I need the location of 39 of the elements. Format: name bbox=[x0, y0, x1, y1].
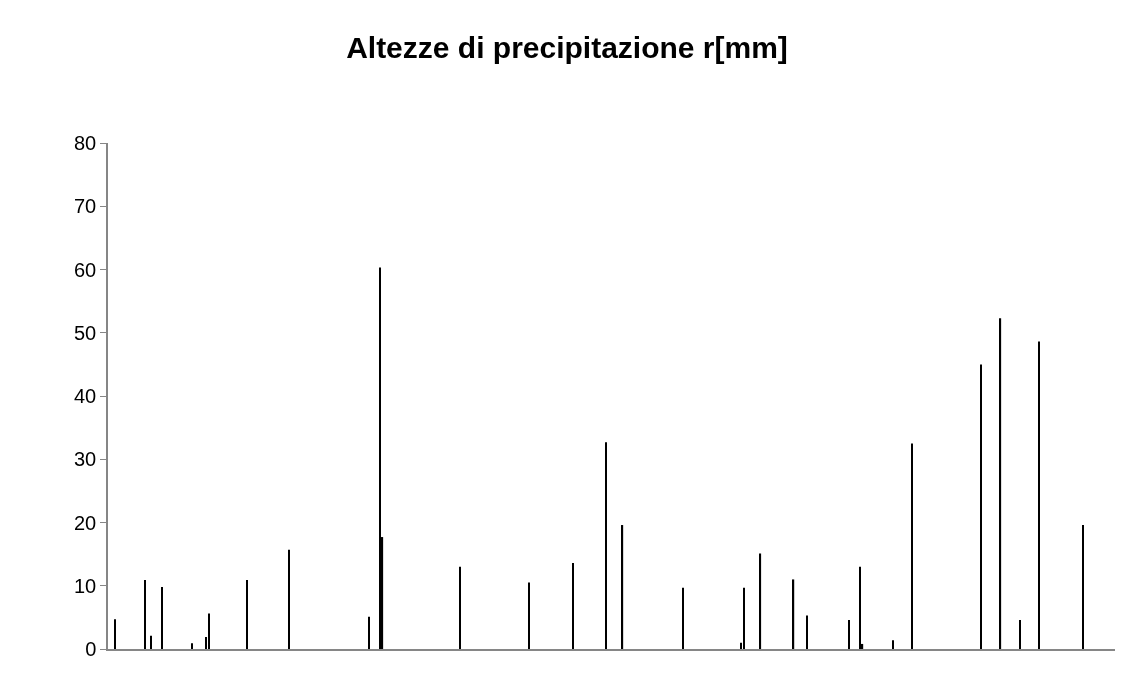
y-tick-label: 50 bbox=[74, 321, 97, 344]
chart-title: Altezze di precipitazione r[mm] bbox=[346, 30, 788, 64]
bar bbox=[1019, 619, 1021, 649]
y-tick-label: 20 bbox=[74, 511, 97, 534]
bar bbox=[528, 582, 530, 649]
bar bbox=[246, 580, 248, 649]
bar bbox=[161, 587, 163, 649]
bar bbox=[980, 364, 982, 649]
bar bbox=[144, 580, 146, 649]
y-tick-label: 40 bbox=[74, 385, 97, 407]
bar bbox=[379, 267, 381, 649]
y-tick-label: 30 bbox=[74, 448, 97, 471]
y-tick-label: 70 bbox=[74, 195, 97, 218]
bar bbox=[759, 553, 762, 649]
bar bbox=[572, 562, 574, 649]
bar bbox=[1038, 341, 1040, 649]
bar bbox=[682, 587, 684, 649]
bar bbox=[191, 643, 193, 649]
bar bbox=[368, 616, 370, 649]
y-tick-label: 60 bbox=[74, 258, 97, 281]
bar bbox=[150, 635, 152, 649]
bar bbox=[621, 525, 624, 649]
bar bbox=[605, 442, 607, 649]
bar bbox=[743, 587, 745, 649]
bar bbox=[892, 640, 894, 649]
bar bbox=[792, 579, 795, 649]
y-tick-label: 10 bbox=[74, 574, 97, 597]
bar bbox=[114, 619, 116, 649]
bar bbox=[999, 318, 1002, 649]
bar bbox=[859, 566, 861, 649]
bar bbox=[288, 549, 290, 649]
bar bbox=[911, 443, 913, 649]
bar bbox=[208, 613, 210, 649]
y-tick-label: 0 bbox=[85, 638, 97, 660]
bar bbox=[459, 566, 461, 649]
y-tick-label: 80 bbox=[74, 132, 97, 154]
bar bbox=[806, 615, 808, 649]
bar bbox=[848, 619, 850, 649]
bar bbox=[1082, 525, 1084, 649]
